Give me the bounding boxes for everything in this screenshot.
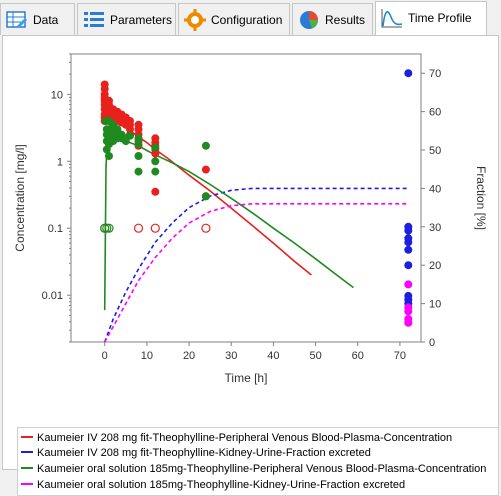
legend-label: Kaumeier IV 208 mg fit-Theophylline-Peri… <box>37 432 453 444</box>
legend-entry[interactable]: Kaumeier oral solution 185mg-Theophyllin… <box>21 462 486 476</box>
x-tick-label: 30 <box>225 350 237 362</box>
tab-data[interactable]: Data <box>0 3 75 35</box>
series-line-blue <box>103 187 409 342</box>
observed-point-magenta <box>404 318 413 327</box>
y-tick-label: 0.1 <box>48 223 63 235</box>
legend-swatch <box>21 483 33 486</box>
x-tick-label: 10 <box>141 350 153 362</box>
legend-swatch <box>21 436 33 439</box>
chart-panel: 0 10 20 30 40 50 60 70 0.01 0.1 1 10 0 10 20 30 40 50 60 70… <box>2 35 499 496</box>
observed-point-blue <box>404 238 413 247</box>
observed-point-green <box>151 143 160 152</box>
observed-point-green <box>104 223 114 233</box>
observed-point-magenta <box>404 307 413 316</box>
plot-area-border <box>70 53 422 343</box>
observed-point-green <box>151 167 160 176</box>
observed-point-blue <box>404 245 413 254</box>
series-group <box>103 110 409 342</box>
observed-point-blue <box>404 261 413 270</box>
y2-tick-label: 10 <box>429 299 441 311</box>
y2-tick-label: 0 <box>429 337 435 349</box>
tab-label: Configuration <box>211 13 283 27</box>
observed-point-red <box>151 149 160 158</box>
observed-point-red <box>133 223 144 233</box>
pie-chart-icon <box>297 9 321 31</box>
tab-label: Parameters <box>110 13 173 27</box>
parameters-list-icon <box>82 9 106 31</box>
tab-parameters[interactable]: Parameters <box>77 3 176 35</box>
y2-tick-label: 40 <box>429 183 441 195</box>
observed-group <box>100 69 413 327</box>
x-tick-label: 70 <box>394 350 406 362</box>
chart-legend: Kaumeier IV 208 mg fit-Theophylline-Peri… <box>17 427 499 496</box>
y2-axis-label: Fraction [%] <box>474 166 488 230</box>
x-tick-label: 50 <box>309 350 321 362</box>
observed-point-blue <box>404 69 413 78</box>
observed-point-red <box>151 187 160 196</box>
tab-time-profile[interactable]: Time Profile <box>375 1 487 36</box>
observed-point-green <box>151 157 160 166</box>
legend-entry[interactable]: Kaumeier IV 208 mg fit-Theophylline-Kidn… <box>21 446 371 460</box>
y2-tick-label: 50 <box>429 145 441 157</box>
observed-point-green <box>134 134 143 143</box>
x-tick-label: 40 <box>267 350 279 362</box>
y-tick-label: 10 <box>51 89 63 101</box>
tab-label: Data <box>33 13 59 27</box>
time-profile-chart[interactable]: 0 10 20 30 40 50 60 70 0.01 0.1 1 10 0 10 20 30 40 50 60 70… <box>3 36 498 469</box>
x-tick-label: 0 <box>102 350 108 362</box>
tab-configuration[interactable]: Configuration <box>178 3 290 35</box>
y-tick-label: 0.01 <box>42 290 63 302</box>
observed-point-green <box>201 192 210 201</box>
observed-point-red <box>150 223 160 233</box>
x-tick-label: 60 <box>352 350 364 362</box>
y-tick-label: 1 <box>57 156 63 168</box>
observed-point-green <box>126 131 134 140</box>
y2-tick-label: 20 <box>429 260 441 272</box>
y2-tick-label: 70 <box>429 68 441 80</box>
legend-swatch <box>21 451 33 454</box>
observed-point-green <box>105 152 113 160</box>
y2-tick-label: 30 <box>429 222 441 234</box>
observed-point-green <box>134 152 143 160</box>
observed-point-red <box>201 223 211 233</box>
observed-point-green <box>134 140 143 149</box>
observed-point-green <box>201 141 210 150</box>
observed-point-green <box>134 167 143 176</box>
legend-label: Kaumeier oral solution 185mg-Theophyllin… <box>37 479 406 491</box>
legend-swatch <box>21 467 33 470</box>
tab-bar: Data Parameters Configuration Results Ti… <box>0 0 501 36</box>
time-profile-curve-icon <box>380 7 404 29</box>
legend-label: Kaumeier IV 208 mg fit-Theophylline-Kidn… <box>37 447 371 459</box>
legend-label: Kaumeier oral solution 185mg-Theophyllin… <box>37 463 487 475</box>
legend-entry[interactable]: Kaumeier IV 208 mg fit-Theophylline-Peri… <box>21 431 452 445</box>
tab-label: Time Profile <box>408 11 472 25</box>
observed-point-blue <box>404 226 413 235</box>
data-table-icon <box>5 9 29 31</box>
x-tick-label: 20 <box>183 350 195 362</box>
observed-point-red <box>201 165 210 174</box>
legend-entry[interactable]: Kaumeier oral solution 185mg-Theophyllin… <box>21 478 405 492</box>
observed-point-magenta <box>404 280 413 289</box>
x-axis-label: Time [h] <box>225 371 268 385</box>
tab-label: Results <box>325 13 366 27</box>
y-axis-label: Concentration [mg/l] <box>13 144 27 251</box>
y2-tick-label: 60 <box>429 107 441 119</box>
gear-icon <box>183 9 207 31</box>
series-line-magenta <box>103 203 409 342</box>
series-line-green <box>103 133 354 311</box>
tab-results[interactable]: Results <box>292 3 373 35</box>
